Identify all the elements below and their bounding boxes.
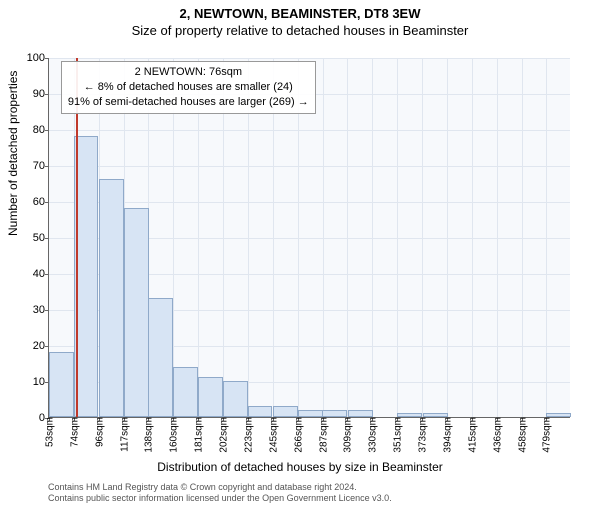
grid-line-v [546,58,547,417]
x-tick-label: 223sqm [241,417,254,453]
histogram-bar [322,410,347,417]
x-tick-label: 330sqm [366,417,379,453]
annotation-line: 91% of semi-detached houses are larger (… [68,95,309,110]
page-subtitle: Size of property relative to detached ho… [0,23,600,38]
grid-line-v [347,58,348,417]
histogram-bar [99,179,124,417]
y-tick-label: 100 [19,52,49,64]
x-tick-label: 309sqm [341,417,354,453]
histogram-bar [49,352,74,417]
histogram-bar [298,410,323,417]
histogram-bar [546,413,571,417]
grid-line-v [323,58,324,417]
grid-line-v [422,58,423,417]
histogram-bar [124,208,149,417]
histogram-bar [198,377,223,417]
y-tick-label: 80 [19,124,49,136]
plot-area: 010203040506070809010053sqm74sqm96sqm117… [48,58,570,418]
x-tick-label: 74sqm [67,417,80,447]
x-tick-label: 160sqm [167,417,180,453]
x-tick-label: 138sqm [142,417,155,453]
x-axis-label: Distribution of detached houses by size … [0,460,600,474]
y-tick-label: 70 [19,160,49,172]
histogram-bar [348,410,373,417]
grid-line-h [49,202,570,203]
grid-line-v [447,58,448,417]
annotation-line: ← 8% of detached houses are smaller (24) [68,80,309,95]
x-tick-label: 458sqm [515,417,528,453]
x-tick-label: 181sqm [192,417,205,453]
attribution-footer: Contains HM Land Registry data © Crown c… [48,482,392,504]
x-tick-label: 202sqm [217,417,230,453]
histogram-bar [148,298,173,417]
histogram-bar [248,406,273,417]
grid-line-v [372,58,373,417]
histogram-bar [273,406,298,417]
y-tick-label: 30 [19,304,49,316]
grid-line-h [49,130,570,131]
x-tick-label: 117sqm [117,417,130,452]
histogram-bar [173,367,198,417]
footer-line: Contains public sector information licen… [48,493,392,504]
annotation-box: 2 NEWTOWN: 76sqm← 8% of detached houses … [61,61,316,114]
x-tick-label: 373sqm [416,417,429,453]
histogram-bar [423,413,448,417]
footer-line: Contains HM Land Registry data © Crown c… [48,482,392,493]
x-tick-label: 266sqm [291,417,304,453]
y-tick-label: 50 [19,232,49,244]
y-tick-label: 60 [19,196,49,208]
x-tick-label: 479sqm [540,417,553,453]
histogram-bar [397,413,422,417]
x-tick-label: 436sqm [490,417,503,453]
y-tick-label: 10 [19,376,49,388]
x-tick-label: 53sqm [43,417,56,447]
annotation-line: 2 NEWTOWN: 76sqm [68,65,309,80]
grid-line-h [49,166,570,167]
x-tick-label: 394sqm [440,417,453,453]
y-tick-label: 40 [19,268,49,280]
page-title: 2, NEWTOWN, BEAMINSTER, DT8 3EW [0,6,600,21]
x-tick-label: 96sqm [92,417,105,447]
grid-line-h [49,58,570,59]
histogram-bar [223,381,248,417]
x-tick-label: 351sqm [391,417,404,453]
grid-line-v [522,58,523,417]
y-tick-label: 20 [19,340,49,352]
grid-line-v [497,58,498,417]
x-tick-label: 287sqm [316,417,329,453]
grid-line-v [397,58,398,417]
grid-line-v [472,58,473,417]
x-tick-label: 415sqm [465,417,478,453]
y-axis-label: Number of detached properties [6,71,20,236]
y-tick-label: 90 [19,88,49,100]
x-tick-label: 245sqm [266,417,279,453]
histogram-chart: 010203040506070809010053sqm74sqm96sqm117… [48,58,570,418]
